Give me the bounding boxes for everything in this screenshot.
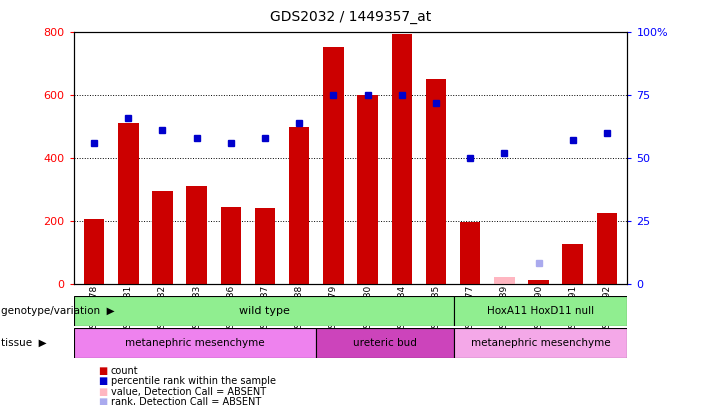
Text: genotype/variation  ▶: genotype/variation ▶ (1, 306, 114, 316)
Text: ■: ■ (98, 387, 107, 396)
Bar (254, 208, 275, 284)
Text: GDS2032 / 1449357_at: GDS2032 / 1449357_at (270, 10, 431, 24)
Text: count: count (111, 366, 138, 375)
Bar (454, 296, 627, 326)
Bar (118, 124, 139, 284)
Text: value, Detection Call = ABSENT: value, Detection Call = ABSENT (111, 387, 266, 396)
Text: ■: ■ (98, 376, 107, 386)
Text: metanephric mesenchyme: metanephric mesenchyme (471, 338, 611, 348)
Bar (74, 328, 316, 358)
Text: HoxA11 HoxD11 null: HoxA11 HoxD11 null (487, 306, 594, 316)
Text: percentile rank within the sample: percentile rank within the sample (111, 376, 275, 386)
Text: wild type: wild type (238, 306, 290, 316)
Bar (186, 186, 207, 284)
Text: ■: ■ (98, 366, 107, 375)
Bar (316, 328, 454, 358)
Bar (494, 277, 515, 284)
Bar (562, 244, 583, 284)
Bar (426, 79, 447, 284)
Bar (529, 280, 549, 284)
Bar (597, 213, 617, 284)
Bar (392, 34, 412, 284)
Bar (74, 296, 454, 326)
Bar (221, 207, 241, 284)
Text: tissue  ▶: tissue ▶ (1, 338, 46, 348)
Bar (84, 219, 104, 284)
Text: ureteric bud: ureteric bud (353, 338, 417, 348)
Text: metanephric mesenchyme: metanephric mesenchyme (125, 338, 264, 348)
Bar (454, 328, 627, 358)
Bar (289, 126, 309, 284)
Text: ■: ■ (98, 397, 107, 405)
Bar (460, 222, 480, 284)
Bar (358, 95, 378, 284)
Text: rank, Detection Call = ABSENT: rank, Detection Call = ABSENT (111, 397, 261, 405)
Bar (152, 191, 172, 284)
Bar (323, 47, 343, 284)
